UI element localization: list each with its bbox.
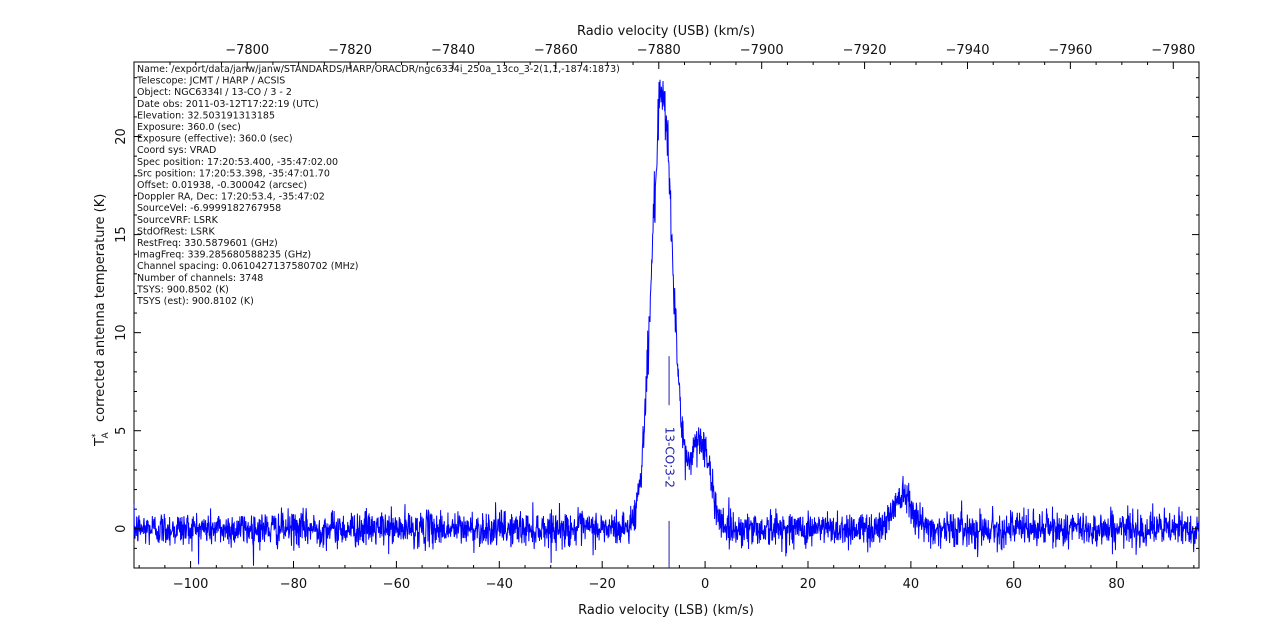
y-axis-label-symbol: T*A (91, 432, 111, 447)
x-axis-label: Radio velocity (LSB) (km/s) (578, 603, 754, 618)
plot-frame (133, 61, 1200, 569)
annotation-line: Number of channels: 3748 (137, 273, 263, 284)
x2-tick-label: −7980 (1151, 43, 1195, 58)
y-axis-label: corrected antenna temperature (K) (93, 194, 108, 422)
bottom-axis: −100 −80 −60 −40 −20 0 20 40 60 80 (138, 561, 1195, 592)
annotation-line: Elevation: 32.503191313185 (137, 110, 275, 121)
x-tick-label: −40 (486, 577, 513, 592)
y-axis-label-group: T*A corrected antenna temperature (K) (91, 194, 111, 447)
x2-tick-label: −7820 (328, 43, 372, 58)
y-tick-label: 20 (114, 128, 129, 145)
x-tick-label: −80 (280, 577, 307, 592)
x-tick-label: 0 (701, 577, 709, 592)
x2-tick-label: −7860 (534, 43, 578, 58)
annotation-line: RestFreq: 330.5879601 (GHz) (137, 238, 278, 249)
annotation-line: TSYS (est): 900.8102 (K) (136, 296, 254, 307)
annotation-line: Exposure (effective): 360.0 (sec) (137, 134, 293, 145)
x2-axis-label: Radio velocity (USB) (km/s) (577, 24, 755, 39)
left-axis: 0 5 10 15 20 (114, 77, 1199, 549)
annotation-line: Name: /export/data/janw/janw/STANDARDS/H… (137, 64, 620, 75)
annotation-line: StdOfRest: LSRK (137, 226, 215, 237)
spectrum-line (133, 79, 1200, 566)
annotation-line: Offset: 0.01938, -0.300042 (arcsec) (137, 180, 307, 191)
x2-tick-label: −7960 (1048, 43, 1092, 58)
annotation-block: Name: /export/data/janw/janw/STANDARDS/H… (136, 64, 620, 307)
annotation-line: Doppler RA, Dec: 17:20:53.4, -35:47:02 (137, 192, 325, 203)
x2-tick-label: −7800 (225, 43, 269, 58)
annotation-line: Object: NGC6334I / 13-CO / 3 - 2 (137, 87, 292, 98)
annotation-line: SourceVel: -6.9999182767958 (137, 203, 281, 214)
annotation-line: TSYS: 900.8502 (K) (136, 284, 229, 295)
y-tick-label: 5 (114, 427, 129, 435)
x2-tick-label: −7940 (945, 43, 989, 58)
x-tick-label: 60 (1006, 577, 1023, 592)
line-marker-layer: 13-CO;3-2 (663, 356, 677, 568)
x2-tick-label: −7880 (637, 43, 681, 58)
x2-tick-label: −7840 (431, 43, 475, 58)
annotation-line: Date obs: 2011-03-12T17:22:19 (UTC) (137, 99, 319, 110)
annotation-line: Spec position: 17:20:53.400, -35:47:02.0… (137, 157, 338, 168)
x-tick-label: 40 (903, 577, 920, 592)
x-tick-label: −60 (383, 577, 410, 592)
annotation-line: Exposure: 360.0 (sec) (137, 122, 241, 133)
x2-tick-label: −7900 (740, 43, 784, 58)
y-tick-label: 10 (114, 324, 129, 341)
annotation-line: Telescope: JCMT / HARP / ACSIS (136, 76, 285, 87)
top-axis: −7800 −7820 −7840 −7860 −7880 −7900 −7920 −7940… (169, 43, 1200, 69)
annotation-line: Src position: 17:20:53.398, -35:47:01.70 (137, 168, 330, 179)
x-tick-label: −20 (588, 577, 615, 592)
x-tick-label: −100 (173, 577, 209, 592)
y-tick-label: 0 (114, 525, 129, 533)
annotation-line: ImagFreq: 339.285680588235 (GHz) (137, 250, 311, 261)
annotation-line: SourceVRF: LSRK (137, 215, 219, 226)
x-tick-label: 80 (1108, 577, 1125, 592)
x-tick-label: 20 (800, 577, 817, 592)
spectrum-layer (133, 79, 1200, 566)
x2-tick-label: −7920 (843, 43, 887, 58)
annotation-line: Coord sys: VRAD (137, 145, 216, 156)
annotation-line: Channel spacing: 0.0610427137580702 (MHz… (137, 261, 359, 272)
y-tick-label: 15 (114, 226, 129, 243)
line-marker-label: 13-CO;3-2 (663, 427, 677, 488)
